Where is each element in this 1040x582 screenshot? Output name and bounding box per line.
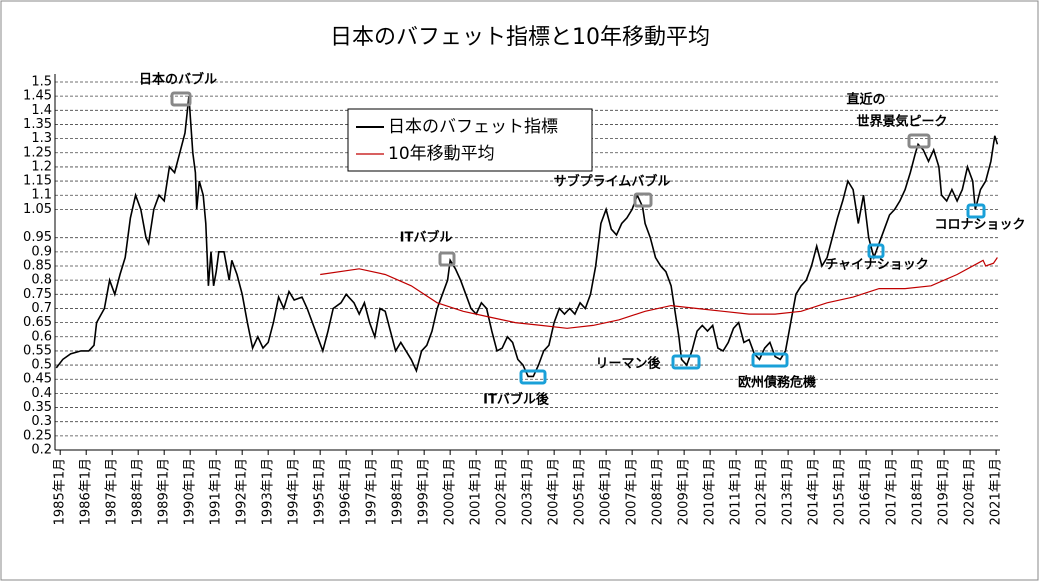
- y-tick-label: 1.45: [23, 89, 52, 104]
- annotation: ITバブル後: [483, 392, 550, 408]
- y-tick-label: 0.8: [31, 273, 52, 288]
- x-tick-label: 1985年1月: [53, 458, 68, 525]
- highlight-box: [751, 352, 789, 368]
- x-tick-label: 2019年1月: [937, 458, 952, 525]
- highlight-box: [966, 203, 986, 219]
- x-tick-label: 2010年1月: [703, 458, 718, 525]
- y-tick-label: 0.5: [31, 358, 52, 373]
- y-tick-label: 0.85: [23, 259, 52, 274]
- x-tick-label: 1993年1月: [261, 458, 276, 525]
- y-tick-label: 1.25: [23, 145, 52, 160]
- highlight-box: [867, 243, 885, 259]
- x-tick-label: 1998年1月: [391, 458, 406, 525]
- legend-label: 10年移動平均: [388, 144, 495, 164]
- highlight-box: [633, 192, 653, 208]
- x-tick-label: 2005年1月: [573, 458, 588, 525]
- x-tick-label: 2009年1月: [677, 458, 692, 525]
- y-tick-label: 0.2: [31, 443, 52, 458]
- x-tick-label: 2007年1月: [625, 458, 640, 525]
- y-tick-label: 0.25: [23, 428, 52, 443]
- x-tick-label: 1997年1月: [365, 458, 380, 525]
- annotation: 日本のバブル: [139, 72, 217, 88]
- x-tick-label: 2008年1月: [651, 458, 666, 525]
- x-tick-label: 1991年1月: [209, 458, 224, 525]
- y-tick-label: 1.5: [31, 75, 52, 90]
- chart-title: 日本のバフェット指標と10年移動平均: [330, 25, 710, 50]
- annotation: チャイナショック: [825, 258, 929, 273]
- highlight-box: [907, 133, 931, 149]
- x-tick-label: 1988年1月: [131, 458, 146, 525]
- x-tick-label: 1999年1月: [417, 458, 432, 525]
- y-tick-label: 0.35: [23, 400, 52, 415]
- annotation: ITバブル: [400, 230, 453, 246]
- x-tick-label: 2018年1月: [911, 458, 926, 525]
- x-tick-label: 2000年1月: [443, 458, 458, 525]
- x-tick-label: 2003年1月: [521, 458, 536, 525]
- x-tick-label: 2002年1月: [495, 458, 510, 525]
- y-tick-label: 0.95: [23, 230, 52, 245]
- x-tick-label: 2013年1月: [781, 458, 796, 525]
- y-tick-label: 0.55: [23, 343, 52, 358]
- annotation: 直近の: [846, 92, 885, 108]
- y-tick-label: 1.1: [31, 188, 52, 203]
- y-tick-label: 1.05: [23, 202, 52, 217]
- x-tick-label: 1995年1月: [313, 458, 328, 525]
- y-tick-label: 0.65: [23, 315, 52, 330]
- data-line: [55, 96, 999, 378]
- x-tick-label: 1986年1月: [79, 458, 94, 525]
- data-line: [320, 257, 998, 329]
- x-tick-label: 2015年1月: [833, 458, 848, 525]
- y-tick-label: 1.15: [23, 174, 52, 189]
- legend-box: [347, 108, 593, 172]
- highlight-box: [671, 354, 701, 370]
- legend-label: 日本のバフェット指標: [388, 117, 558, 137]
- y-tick-label: 0.4: [31, 386, 52, 401]
- x-tick-label: 2012年1月: [755, 458, 770, 525]
- x-tick-label: 2014年1月: [807, 458, 822, 525]
- x-tick-label: 2011年1月: [729, 458, 744, 525]
- highlight-box: [438, 251, 456, 267]
- x-tick-label: 2017年1月: [885, 458, 900, 525]
- x-tick-label: 2021年1月: [989, 458, 1004, 525]
- y-tick-label: 1.2: [31, 159, 52, 174]
- highlight-box: [519, 369, 547, 385]
- x-tick-label: 2020年1月: [963, 458, 978, 525]
- y-tick-label: 0.6: [31, 329, 52, 344]
- annotation: 世界景気ピーク: [856, 114, 947, 130]
- y-tick-label: 1.35: [23, 117, 52, 132]
- x-tick-label: 2016年1月: [859, 458, 874, 525]
- x-tick-label: 1994年1月: [287, 458, 302, 525]
- annotation: サブプライムバブル: [554, 174, 671, 190]
- x-tick-label: 1996年1月: [339, 458, 354, 525]
- x-tick-label: 1992年1月: [235, 458, 250, 525]
- annotation: 欧州債務危機: [738, 375, 816, 391]
- x-tick-label: 2001年1月: [469, 458, 484, 525]
- annotation: リーマン後: [595, 356, 661, 372]
- x-tick-label: 2004年1月: [547, 458, 562, 525]
- y-tick-label: 1.3: [31, 131, 52, 146]
- y-tick-label: 0.9: [31, 244, 52, 259]
- y-tick-label: 0.45: [23, 372, 52, 387]
- x-tick-label: 1990年1月: [183, 458, 198, 525]
- y-tick-label: 0.3: [31, 414, 52, 429]
- highlight-box: [170, 91, 192, 107]
- y-tick-label: 0.75: [23, 287, 52, 302]
- annotation: コロナショック: [934, 218, 1025, 233]
- x-tick-label: 1987年1月: [105, 458, 120, 525]
- x-tick-label: 1989年1月: [157, 458, 172, 525]
- y-tick-label: 1.4: [31, 103, 52, 118]
- x-tick-label: 2006年1月: [599, 458, 614, 525]
- y-tick-label: 0.7: [31, 301, 52, 316]
